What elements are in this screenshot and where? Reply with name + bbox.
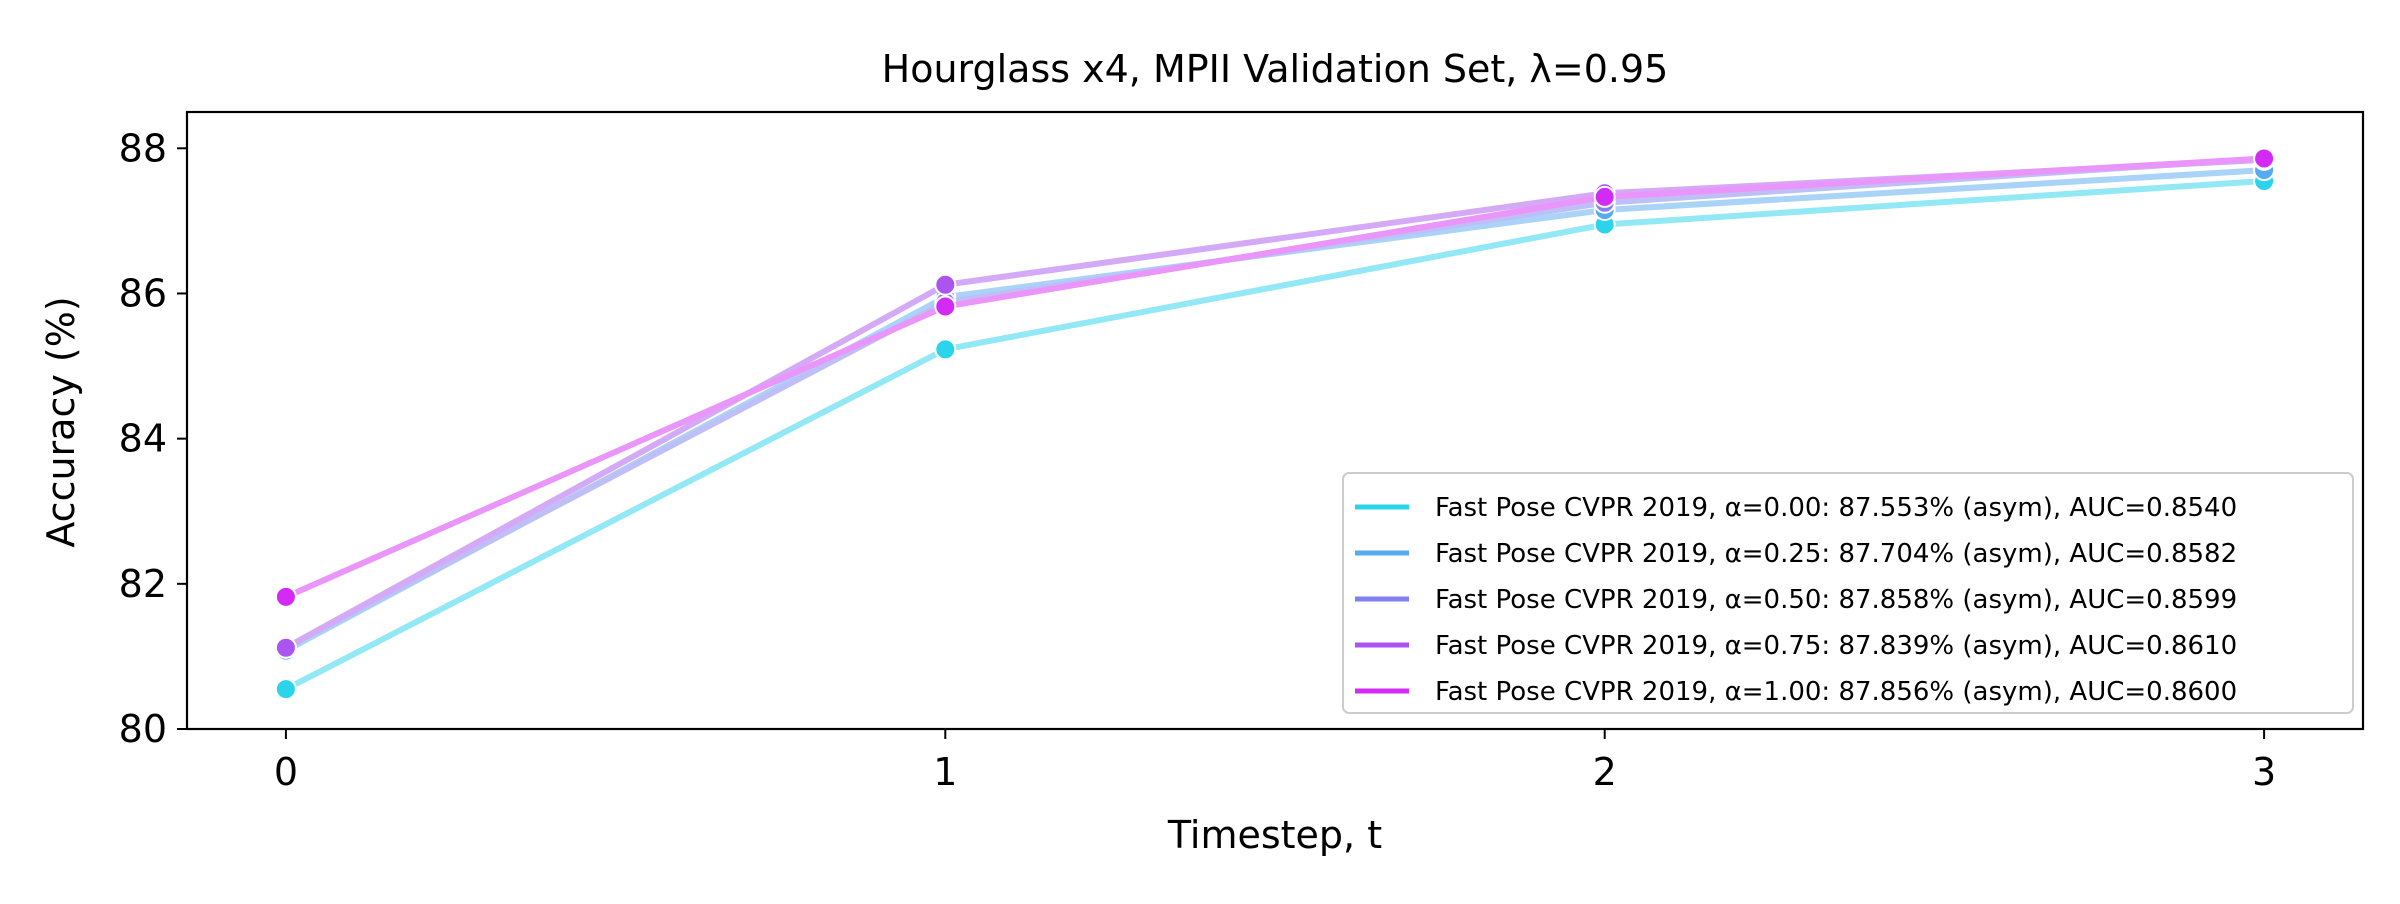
legend: Fast Pose CVPR 2019, α=0.00: 87.553% (as… [1342, 472, 2354, 714]
data-point [274, 636, 297, 659]
plot-frame [185, 110, 2365, 731]
x-tick-label: 0 [274, 750, 298, 794]
legend-entry-label: Fast Pose CVPR 2019, α=0.50: 87.858% (as… [1435, 585, 2237, 615]
x-tick-label: 3 [2252, 750, 2276, 794]
chart-title: Hourglass x4, MPII Validation Set, λ=0.9… [882, 47, 1669, 91]
legend-box [1342, 472, 2354, 714]
data-point [934, 273, 957, 296]
data-point [934, 295, 957, 318]
data-point [1593, 185, 1616, 208]
data-point [274, 585, 297, 608]
series-line [282, 155, 2268, 600]
x-axis-label: Timestep, t [1167, 813, 1382, 857]
y-tick-label: 82 [119, 562, 167, 606]
legend-entry-label: Fast Pose CVPR 2019, α=0.00: 87.553% (as… [1435, 493, 2237, 523]
y-tick-label: 86 [119, 271, 167, 315]
series-line [282, 177, 2268, 693]
x-tick-label: 2 [1593, 750, 1617, 794]
y-tick-label: 80 [119, 707, 167, 751]
y-tick-label: 84 [119, 417, 167, 461]
plot-area: 0 1 2 3 80 82 84 86 88 [119, 110, 2365, 794]
y-tick-label: 88 [119, 126, 167, 170]
data-point [274, 678, 297, 701]
legend-entry-label: Fast Pose CVPR 2019, α=1.00: 87.856% (as… [1435, 677, 2237, 707]
x-tick-label: 1 [933, 750, 957, 794]
series-4 [274, 147, 2276, 608]
data-point [934, 338, 957, 361]
y-axis-label: Accuracy (%) [39, 296, 83, 547]
legend-entry-label: Fast Pose CVPR 2019, α=0.75: 87.839% (as… [1435, 631, 2237, 661]
legend-entry-label: Fast Pose CVPR 2019, α=0.25: 87.704% (as… [1435, 539, 2237, 569]
data-point [2253, 147, 2276, 170]
